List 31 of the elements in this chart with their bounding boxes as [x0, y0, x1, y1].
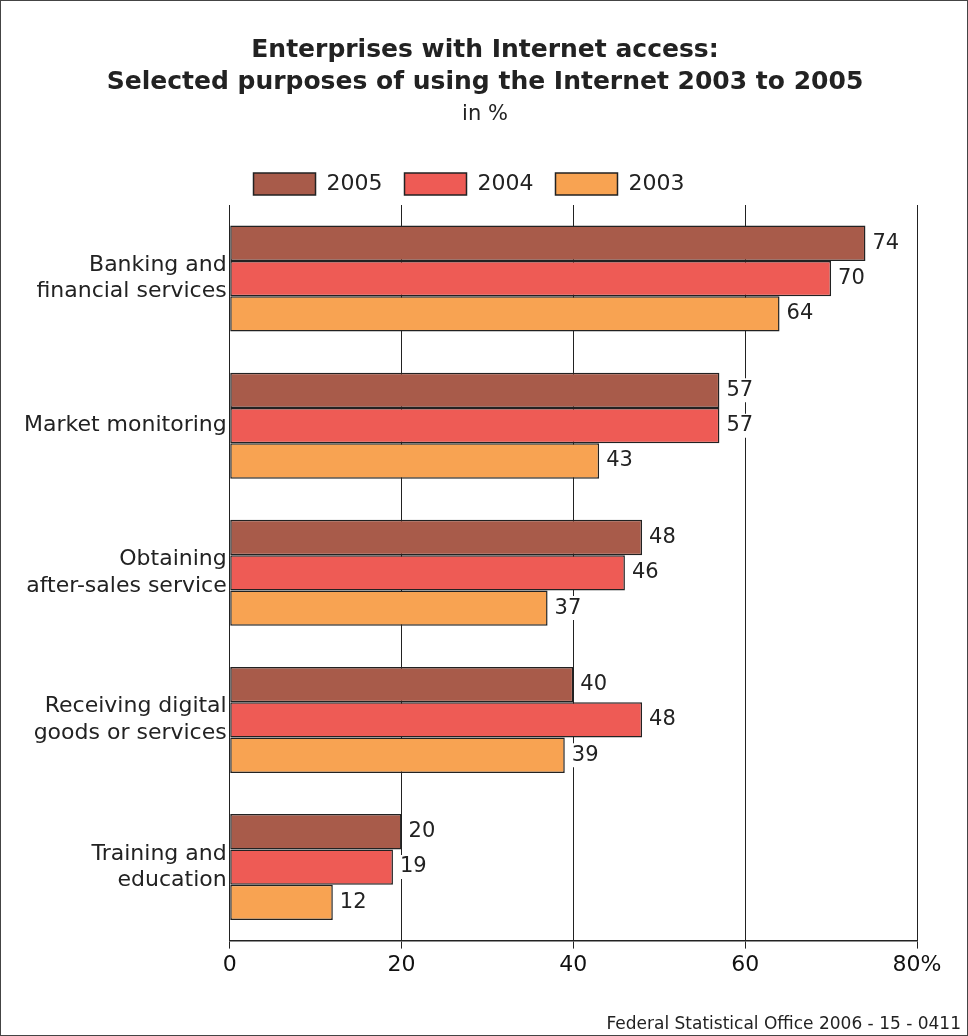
x-tick-label: 80% — [892, 950, 942, 976]
x-tick-label: 20 — [387, 950, 416, 976]
chart-subtitle: in % — [461, 101, 509, 125]
data-label: 40 — [580, 671, 608, 696]
data-label: 48 — [649, 523, 676, 548]
data-label: 48 — [649, 706, 676, 731]
data-label: 57 — [726, 376, 754, 401]
legend-label: 2004 — [477, 169, 534, 195]
legend-label: 2005 — [326, 169, 383, 195]
y-tick-label: Market monitoring — [24, 411, 227, 437]
y-tick-label: Receiving digital goods or services — [33, 692, 227, 744]
data-label: 64 — [786, 300, 814, 325]
y-tick-label: Training and education — [90, 839, 227, 891]
x-tick-label: 40 — [559, 950, 588, 976]
data-label: 12 — [339, 888, 367, 913]
y-tick-label: Obtaining after-sales service — [26, 545, 227, 597]
y-tick-label: Banking and financial services — [36, 251, 227, 303]
data-label: 19 — [399, 853, 427, 878]
x-tick-label: 0 — [222, 950, 237, 976]
x-tick-label: 60 — [731, 950, 760, 976]
data-label: 20 — [408, 818, 436, 843]
data-label: 37 — [554, 594, 582, 619]
data-label: 43 — [606, 447, 633, 472]
data-label: 57 — [726, 412, 754, 437]
data-label: 70 — [838, 265, 865, 290]
legend-label: 2003 — [628, 169, 685, 195]
text: Federal Statistical Office 2006 - 15 - 0411 — [606, 1013, 961, 1033]
data-label: 74 — [872, 229, 900, 254]
data-label: 39 — [571, 741, 599, 766]
chart-title: Enterprises with Internet access: Selected purposes of using the Internet 2003 to 2005 — [105, 33, 865, 97]
data-label: 46 — [631, 559, 659, 584]
